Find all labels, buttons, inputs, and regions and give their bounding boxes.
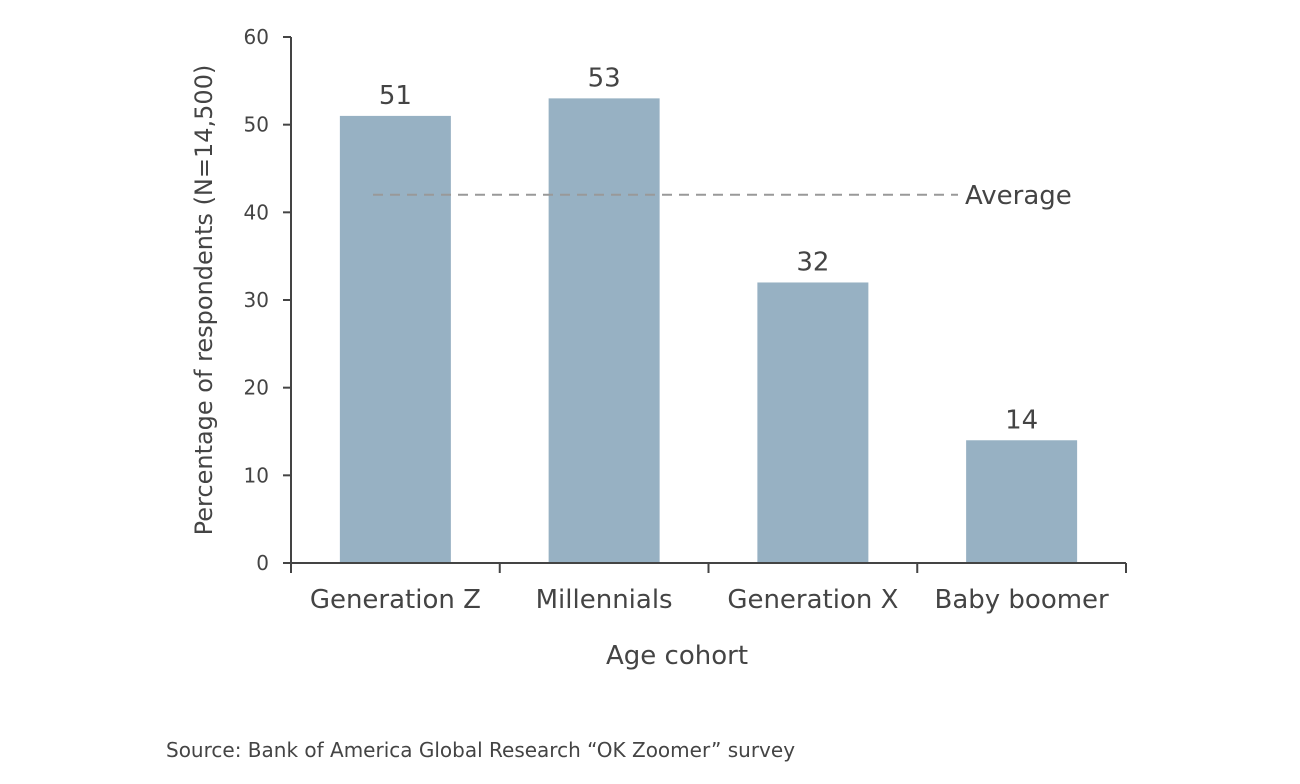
y-axis-label: Percentage of respondents (N=14,500) [190,65,218,536]
bar [339,115,451,564]
x-axis-label: Age cohort [606,641,748,671]
average-label: Average [965,181,1072,211]
data-label: 53 [588,63,621,93]
bar [757,282,869,563]
data-label: 51 [379,81,412,111]
data-label: 32 [796,247,829,277]
x-tick-label: Generation X [727,585,898,615]
data-label: 14 [1005,405,1038,435]
y-tick-label: 10 [244,463,269,487]
x-tick-label: Baby boomer [934,585,1109,615]
bar [966,440,1078,563]
y-tick-label: 20 [244,376,269,400]
y-tick-label: 0 [256,551,269,575]
y-tick-label: 50 [244,113,269,137]
source-note: Source: Bank of America Global Research … [166,738,796,762]
y-tick-label: 30 [244,288,269,312]
x-tick-label: Millennials [536,585,673,615]
y-tick-label: 40 [244,200,269,224]
bar [548,98,660,563]
y-tick-label: 60 [244,25,269,49]
x-tick-label: Generation Z [310,585,481,615]
